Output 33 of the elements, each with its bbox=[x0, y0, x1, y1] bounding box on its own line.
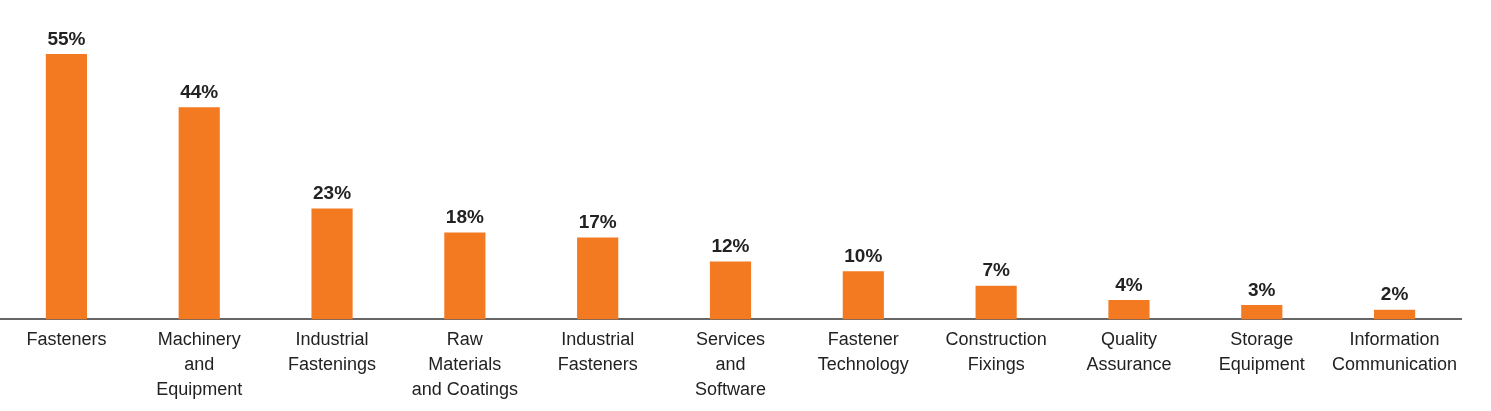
bar bbox=[577, 237, 619, 320]
data-label: 23% bbox=[313, 182, 352, 204]
bar bbox=[45, 54, 87, 320]
bar bbox=[1374, 309, 1416, 320]
x-tick-label: Services and Software bbox=[694, 328, 767, 400]
data-label: 7% bbox=[982, 259, 1010, 281]
x-tick-label: Construction Fixings bbox=[945, 328, 1047, 375]
data-label: 44% bbox=[180, 80, 219, 102]
bar bbox=[709, 261, 752, 320]
data-label: 10% bbox=[844, 244, 883, 266]
x-tick-label: Industrial Fasteners bbox=[557, 328, 638, 375]
bar bbox=[842, 271, 884, 320]
data-label: 12% bbox=[711, 235, 750, 257]
data-label: 18% bbox=[445, 206, 484, 228]
bar bbox=[1108, 300, 1150, 320]
x-tick-label: Information Communication bbox=[1332, 328, 1458, 375]
bar bbox=[311, 208, 353, 320]
x-tick-label: Quality Assurance bbox=[1086, 328, 1172, 375]
bar bbox=[1241, 304, 1283, 320]
data-label: 17% bbox=[578, 211, 617, 233]
data-label: 55% bbox=[47, 27, 86, 49]
x-tick-label: Machinery and Equipment bbox=[156, 328, 243, 400]
x-tick-label: Fasteners bbox=[26, 328, 107, 349]
x-tick-label: Industrial Fastenings bbox=[288, 328, 377, 375]
bar bbox=[178, 107, 220, 320]
bar bbox=[444, 232, 486, 320]
data-label: 4% bbox=[1115, 273, 1143, 295]
data-label: 2% bbox=[1380, 283, 1409, 305]
x-tick-label: Fastener Technology bbox=[817, 328, 909, 375]
x-tick-label: Raw Materials and Coatings bbox=[411, 328, 518, 400]
bar bbox=[975, 285, 1017, 320]
data-label: 3% bbox=[1248, 278, 1276, 300]
x-tick-label: Storage Equipment bbox=[1218, 328, 1305, 375]
